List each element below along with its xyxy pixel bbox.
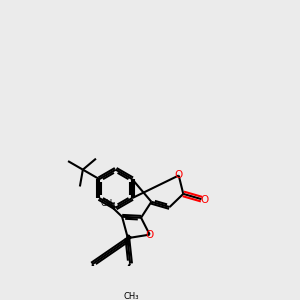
Text: CH₃: CH₃ [123, 292, 139, 300]
Text: CH₃: CH₃ [101, 199, 116, 208]
Text: O: O [200, 195, 208, 205]
Text: O: O [175, 170, 183, 181]
Text: O: O [146, 230, 154, 240]
